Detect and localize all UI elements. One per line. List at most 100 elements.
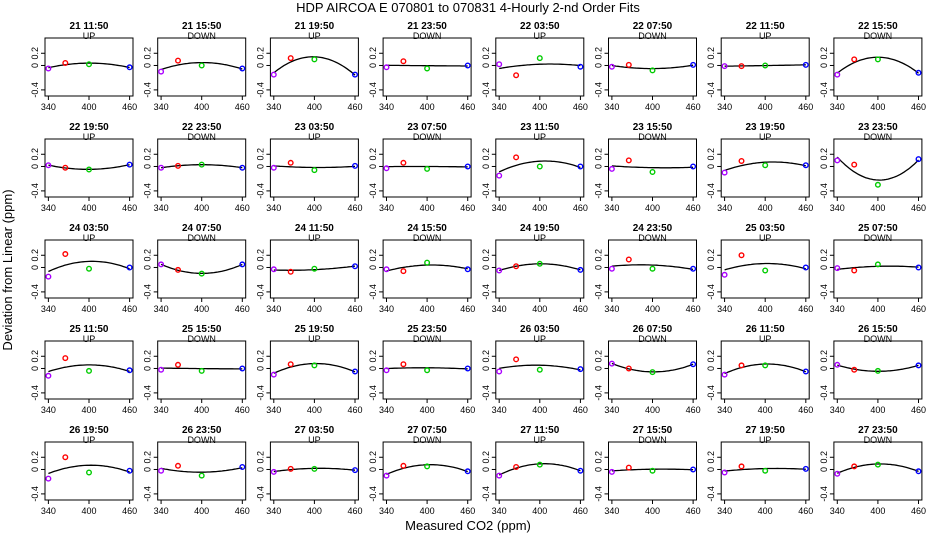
data-point <box>384 166 389 171</box>
x-tick-label: 400 <box>194 506 209 516</box>
data-point <box>312 266 317 271</box>
x-tick-label: 460 <box>122 203 137 213</box>
data-point <box>63 252 68 257</box>
y-tick-label: -0.4 <box>30 183 40 199</box>
y-tick-label: -0.4 <box>706 284 716 300</box>
x-tick-label: 340 <box>154 506 169 516</box>
data-point <box>497 369 502 374</box>
data-point <box>804 265 809 270</box>
panel-direction-label: DOWN <box>864 334 893 344</box>
panel-frame <box>721 442 809 500</box>
x-tick-label: 400 <box>645 102 660 112</box>
fit-curve <box>725 65 806 66</box>
data-point <box>497 62 502 67</box>
x-tick-label: 340 <box>41 506 56 516</box>
y-tick-label: 0.2 <box>368 350 378 363</box>
x-tick-label: 400 <box>758 405 773 415</box>
panel-direction-label: UP <box>759 31 772 41</box>
panel-frame <box>270 240 358 298</box>
x-tick-label: 340 <box>266 304 281 314</box>
y-tick-label: 0.2 <box>481 148 491 161</box>
x-tick-label: 460 <box>798 506 813 516</box>
y-tick-label: -0.4 <box>30 385 40 401</box>
data-point <box>497 473 502 478</box>
panel-frame <box>721 38 809 96</box>
y-tick-label: 0 <box>706 265 716 270</box>
data-point <box>514 357 519 362</box>
data-point <box>538 462 543 467</box>
data-point <box>578 367 583 372</box>
data-point <box>312 168 317 173</box>
x-tick-label: 340 <box>266 203 281 213</box>
panel-direction-label: DOWN <box>638 31 667 41</box>
panel-direction-label: UP <box>759 132 772 142</box>
data-point <box>176 58 181 63</box>
y-tick-label: 0 <box>368 63 378 68</box>
data-point <box>763 268 768 273</box>
data-point <box>288 269 293 274</box>
data-point <box>610 470 615 475</box>
x-tick-label: 340 <box>604 506 619 516</box>
data-point <box>538 164 543 169</box>
data-point <box>401 161 406 166</box>
x-tick-label: 460 <box>911 405 926 415</box>
fit-curve <box>387 265 468 271</box>
x-tick-label: 460 <box>911 506 926 516</box>
data-point <box>353 164 358 169</box>
data-point <box>353 264 358 269</box>
data-point <box>87 470 92 475</box>
x-tick-label: 400 <box>307 506 322 516</box>
panel-direction-label: UP <box>308 233 321 243</box>
y-tick-label: 0.2 <box>143 148 153 161</box>
panel-frame <box>158 341 246 399</box>
y-tick-label: -0.4 <box>594 486 604 502</box>
y-tick-label: 0 <box>594 265 604 270</box>
x-tick-label: 340 <box>717 304 732 314</box>
x-tick-label: 340 <box>717 102 732 112</box>
y-tick-label: -0.4 <box>706 82 716 98</box>
y-tick-label: -0.4 <box>143 385 153 401</box>
panel-direction-label: DOWN <box>864 31 893 41</box>
y-tick-label: 0 <box>594 467 604 472</box>
y-tick-label: -0.4 <box>481 82 491 98</box>
data-point <box>835 158 840 163</box>
y-tick-label: -0.4 <box>819 284 829 300</box>
x-tick-label: 460 <box>686 405 701 415</box>
x-tick-label: 340 <box>830 304 845 314</box>
x-tick-label: 400 <box>307 405 322 415</box>
y-tick-label: 0.2 <box>706 47 716 60</box>
y-tick-label: -0.4 <box>143 284 153 300</box>
panel-direction-label: UP <box>759 233 772 243</box>
x-tick-label: 460 <box>460 203 475 213</box>
data-point <box>46 374 51 379</box>
data-point <box>127 162 132 167</box>
data-point <box>916 157 921 162</box>
panel-direction-label: UP <box>83 31 96 41</box>
y-tick-label: 0.2 <box>706 148 716 161</box>
y-tick-label: 0.2 <box>706 451 716 464</box>
data-point <box>353 468 358 473</box>
data-point <box>271 372 276 377</box>
y-tick-label: -0.4 <box>143 183 153 199</box>
panel-direction-label: DOWN <box>638 435 667 445</box>
y-tick-label: 0.2 <box>30 350 40 363</box>
panel-frame <box>496 240 584 298</box>
y-axis-label: Deviation from Linear (ppm) <box>0 189 15 350</box>
data-point <box>63 61 68 66</box>
x-tick-label: 460 <box>573 102 588 112</box>
x-tick-label: 340 <box>604 102 619 112</box>
x-tick-label: 460 <box>573 304 588 314</box>
